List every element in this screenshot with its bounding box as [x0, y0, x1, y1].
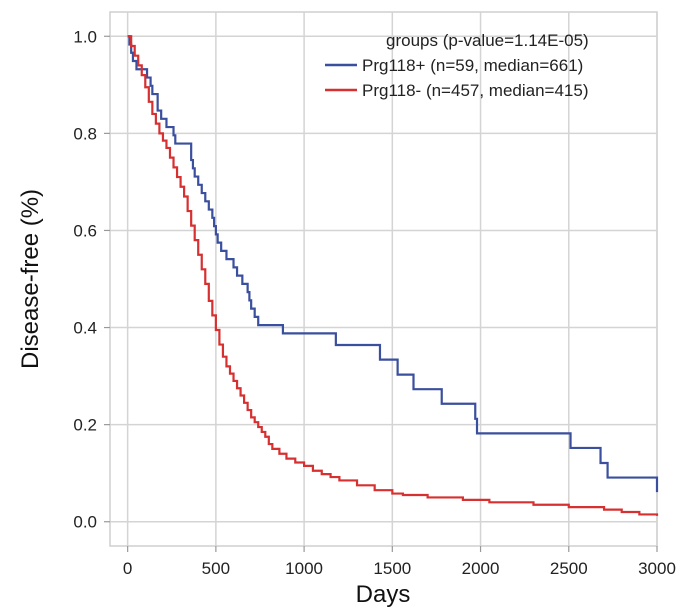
legend-entry-prg118-minus: Prg118- (n=457, median=415)	[362, 81, 589, 100]
legend-title: groups (p-value=1.14E-05)	[386, 31, 589, 50]
grid-lines	[110, 12, 658, 546]
y-tick-label: 0.8	[73, 124, 97, 143]
x-tick-label: 0	[123, 559, 132, 578]
y-axis-label: Disease-free (%)	[17, 189, 44, 369]
y-tick-label: 0.2	[73, 416, 97, 435]
x-tick-label: 1000	[285, 559, 323, 578]
x-tick-label: 500	[202, 559, 230, 578]
legend-entry-prg118-plus: Prg118+ (n=59, median=661)	[362, 56, 583, 75]
x-tick-label: 3000	[638, 559, 676, 578]
y-tick-label: 0.6	[73, 221, 97, 240]
y-tick-label: 1.0	[73, 27, 97, 46]
series-line-prg118-plus	[127, 35, 659, 493]
plot-area	[109, 11, 658, 547]
y-tick-label: 0.0	[73, 513, 97, 532]
series-line-prg118-minus	[127, 35, 659, 516]
x-tick-label: 1500	[373, 559, 411, 578]
x-axis-ticks: 0 500 1000 1500 2000 2500 3000	[123, 546, 676, 578]
y-tick-label: 0.4	[73, 319, 97, 338]
x-axis-label: Days	[356, 581, 411, 608]
legend: groups (p-value=1.14E-05) Prg118+ (n=59,…	[325, 31, 589, 100]
x-tick-label: 2500	[550, 559, 588, 578]
x-tick-label: 2000	[462, 559, 500, 578]
y-axis-ticks: 0.0 0.2 0.4 0.6 0.8 1.0	[73, 27, 110, 532]
series-layer	[127, 35, 659, 516]
